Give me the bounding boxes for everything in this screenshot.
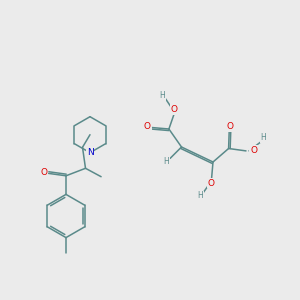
Text: O: O — [144, 122, 151, 131]
Text: H: H — [260, 133, 266, 142]
Text: H: H — [197, 191, 203, 200]
Text: O: O — [250, 146, 257, 155]
Text: H: H — [164, 158, 169, 166]
Text: H: H — [159, 91, 165, 100]
Text: O: O — [40, 168, 48, 177]
Text: O: O — [226, 122, 233, 131]
Text: O: O — [171, 105, 178, 114]
Text: O: O — [207, 178, 214, 188]
Text: N: N — [87, 148, 93, 157]
